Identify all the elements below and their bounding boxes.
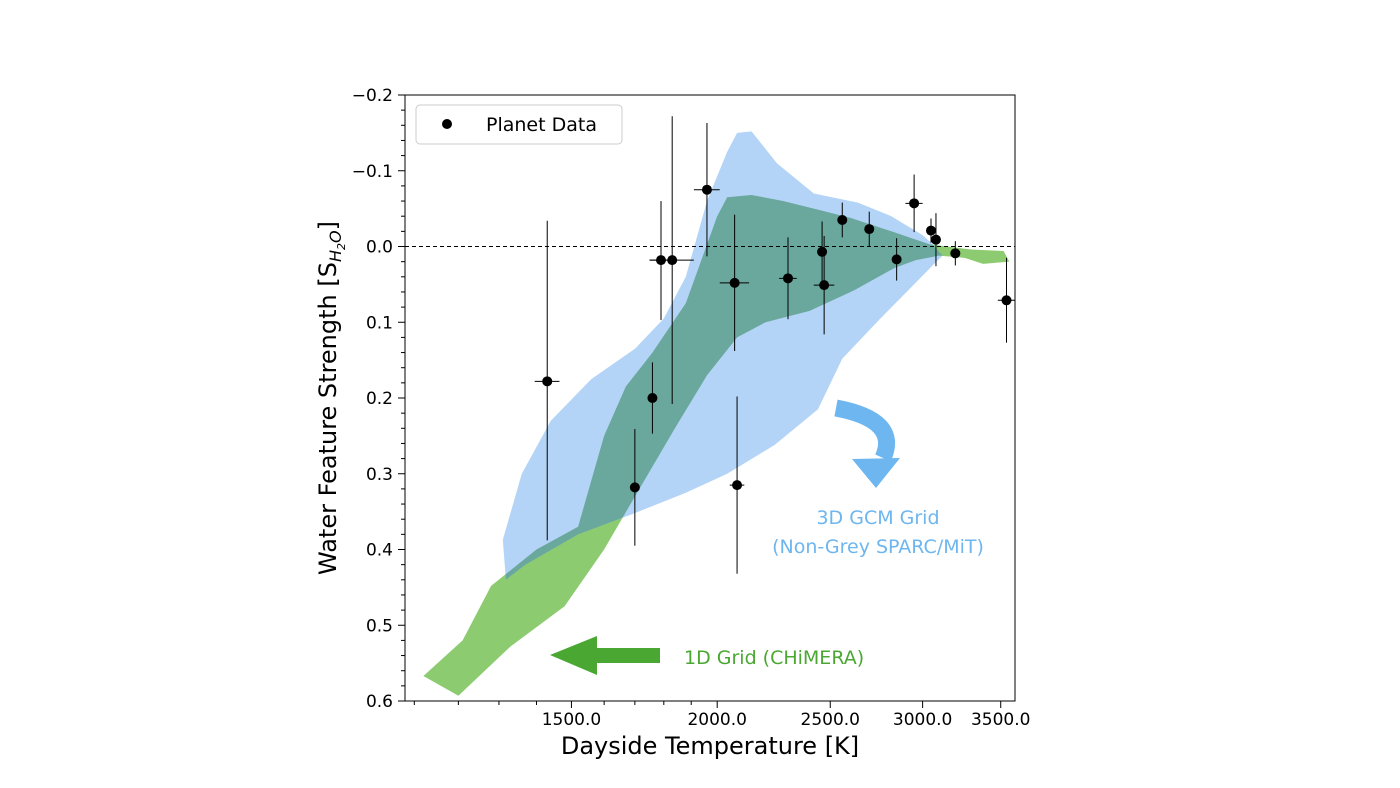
chimera-arrow-shaft	[593, 648, 660, 663]
legend-box	[415, 104, 623, 145]
y-tick-label: 0.6	[366, 692, 393, 712]
y-tick-label: 0.0	[366, 238, 393, 258]
y-axis-label: Water Feature Strength [SH2O]	[314, 221, 348, 575]
data-point-marker	[732, 480, 743, 491]
data-point	[926, 218, 937, 243]
data-point-marker	[817, 246, 828, 257]
data-point	[649, 116, 694, 405]
y-tick-label: 0.2	[366, 389, 393, 409]
x-tick-label: 2000.0	[687, 710, 746, 730]
data-point-marker	[930, 234, 941, 245]
x-tick-label: 3500.0	[971, 710, 1030, 730]
data-point-marker	[837, 214, 848, 225]
annotations: 3D GCM Grid (Non-Grey SPARC/MiT) 1D Grid…	[550, 399, 984, 675]
y-tick-label: −0.2	[352, 86, 393, 106]
data-point	[779, 237, 797, 320]
legend-label: Planet Data	[486, 114, 597, 136]
x-tick-label: 3000.0	[893, 710, 952, 730]
data-point	[647, 362, 658, 434]
data-point-marker	[864, 224, 875, 235]
chimera-grid-band	[423, 195, 1010, 696]
data-point-marker	[819, 280, 830, 291]
data-point	[629, 429, 640, 546]
data-point-marker	[950, 248, 961, 259]
gcm-annotation-line2: (Non-Grey SPARC/MiT)	[772, 536, 984, 558]
legend: Planet Data	[415, 104, 623, 145]
data-point	[891, 238, 902, 281]
data-point	[930, 213, 941, 267]
data-point	[950, 241, 961, 266]
data-point-marker	[891, 254, 902, 265]
data-point	[864, 211, 875, 247]
data-point-marker	[701, 184, 712, 195]
planet-data-points	[534, 116, 1015, 574]
x-axis-label: Dayside Temperature [K]	[561, 732, 859, 760]
data-point	[837, 202, 848, 238]
data-point-marker	[647, 393, 658, 403]
data-point	[813, 235, 835, 335]
data-point	[905, 174, 923, 233]
y-axis-ticks: −0.2 −0.1 0.0 0.1 0.2 0.3 0.4 0.5 0.6	[352, 86, 405, 712]
gcm-curved-arrow-shaft	[834, 399, 896, 462]
data-point-marker	[667, 255, 678, 266]
data-point	[534, 220, 560, 541]
gcm-annotation-line1: 3D GCM Grid	[816, 507, 939, 529]
y-tick-label: 0.3	[366, 465, 393, 485]
data-point-marker	[926, 225, 937, 236]
y-tick-label: 0.4	[366, 541, 393, 561]
data-point-marker	[629, 482, 640, 493]
data-point-marker	[1001, 295, 1012, 306]
data-point-marker	[729, 277, 740, 288]
y-tick-label: −0.1	[352, 162, 393, 182]
data-point	[729, 396, 745, 574]
gcm-arrow-head-icon	[852, 458, 900, 488]
data-point	[719, 214, 750, 352]
data-point-marker	[542, 376, 553, 387]
data-point-marker	[909, 198, 920, 209]
legend-marker	[442, 119, 452, 129]
data-point	[997, 257, 1015, 343]
chimera-arrow-head-icon	[550, 636, 597, 675]
chimera-annotation: 1D Grid (CHiMERA)	[684, 647, 864, 669]
y-tick-label: 0.1	[366, 313, 393, 333]
y-tick-label: 0.5	[366, 616, 393, 636]
x-tick-label: 2500.0	[801, 710, 860, 730]
x-tick-label: 1500.0	[542, 710, 601, 730]
x-axis-ticks: 1500.0 2000.0 2500.0 3000.0 3500.0	[413, 701, 1030, 730]
model-bands	[423, 131, 1010, 696]
data-point	[693, 123, 720, 257]
data-point-marker	[783, 273, 794, 284]
